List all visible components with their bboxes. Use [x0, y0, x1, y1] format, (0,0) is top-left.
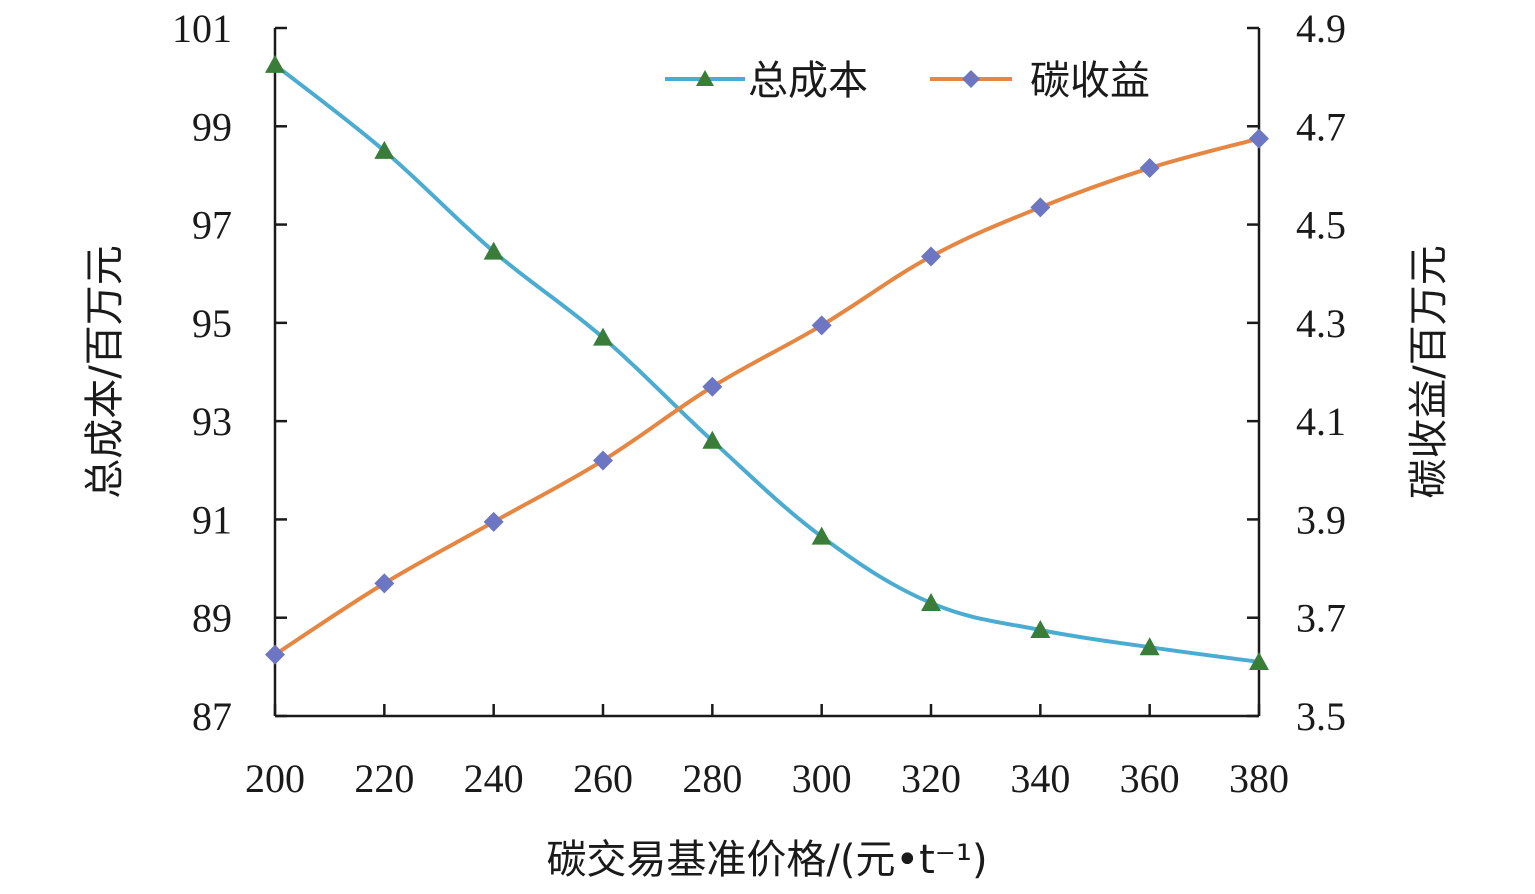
legend-diamond-marker-icon: [962, 70, 980, 88]
x-ticks: 200 220 240 260 280 300 320 340 360 380: [245, 704, 1289, 801]
x-tick-label: 340: [1010, 756, 1070, 801]
data-point-total-cost: [593, 327, 613, 346]
left-y-tick-label: 93: [192, 399, 232, 444]
x-tick-label: 320: [901, 756, 961, 801]
data-point-carbon-revenue: [374, 573, 395, 594]
data-point-total-cost: [1249, 651, 1269, 670]
left-y-tick-label: 99: [192, 104, 232, 149]
legend-item-carbon-revenue: 碳收益: [930, 58, 1150, 104]
x-tick-label: 240: [464, 756, 524, 801]
data-point-total-cost: [1030, 620, 1051, 638]
data-point-carbon-revenue: [702, 376, 723, 397]
legend-label-total-cost: 总成本: [748, 58, 868, 104]
left-y-tick-label: 89: [192, 596, 232, 641]
x-tick-label: 360: [1120, 756, 1180, 801]
data-point-total-cost: [702, 430, 723, 449]
data-point-total-cost: [374, 140, 395, 159]
left-y-ticks: 87 89 91 93 95 97 99 101: [172, 6, 287, 739]
series-line-total-cost: [273, 63, 1260, 664]
left-y-tick-label: 91: [192, 497, 232, 542]
x-tick-label: 380: [1229, 756, 1289, 801]
right-y-ticks: 3.5 3.7 3.9 4.1 4.3 4.5 4.7 4.9: [1247, 6, 1346, 739]
legend-label-carbon-revenue: 碳收益: [1030, 58, 1150, 104]
left-y-tick-label: 101: [172, 6, 232, 51]
left-y-tick-label: 97: [192, 203, 232, 248]
legend: 总成本 碳收益: [665, 58, 1150, 104]
data-point-carbon-revenue: [593, 450, 613, 471]
x-tick-label: 220: [354, 756, 414, 801]
right-y-tick-label: 3.5: [1296, 694, 1346, 739]
data-point-total-cost: [265, 54, 285, 73]
series-layer: [265, 54, 1269, 670]
right-y-tick-label: 3.7: [1296, 596, 1346, 641]
data-point-total-cost: [921, 592, 941, 611]
data-point-carbon-revenue: [921, 246, 941, 267]
x-tick-label: 260: [573, 756, 633, 801]
data-point-carbon-revenue: [1249, 128, 1269, 149]
right-y-tick-label: 4.3: [1296, 301, 1346, 346]
data-point-carbon-revenue: [1030, 197, 1051, 218]
right-y-tick-label: 4.5: [1296, 203, 1346, 248]
right-y-tick-label: 4.1: [1296, 399, 1346, 444]
data-point-total-cost: [811, 526, 832, 545]
left-y-axis-title: 总成本/百万元: [82, 245, 128, 498]
data-point-total-cost: [483, 241, 504, 260]
data-point-carbon-revenue: [483, 511, 504, 532]
x-tick-label: 200: [245, 756, 305, 801]
left-y-tick-label: 95: [192, 301, 232, 346]
left-y-tick-label: 87: [192, 694, 232, 739]
x-axis-title: 碳交易基准价格/(元•t⁻¹): [546, 837, 987, 883]
right-y-tick-label: 4.7: [1296, 104, 1346, 149]
data-point-total-cost: [1139, 637, 1160, 656]
legend-item-total-cost: 总成本: [665, 58, 868, 104]
data-point-carbon-revenue: [1139, 158, 1160, 179]
legend-triangle-marker-icon: [696, 70, 714, 86]
right-y-tick-label: 4.9: [1296, 6, 1346, 51]
right-y-tick-label: 3.9: [1296, 497, 1346, 542]
data-point-carbon-revenue: [811, 315, 832, 336]
series-line-carbon-revenue: [273, 136, 1260, 657]
data-point-carbon-revenue: [265, 644, 285, 665]
x-tick-label: 280: [682, 756, 742, 801]
right-y-axis-title: 碳收益/百万元: [1406, 245, 1452, 498]
x-tick-label: 300: [792, 756, 852, 801]
